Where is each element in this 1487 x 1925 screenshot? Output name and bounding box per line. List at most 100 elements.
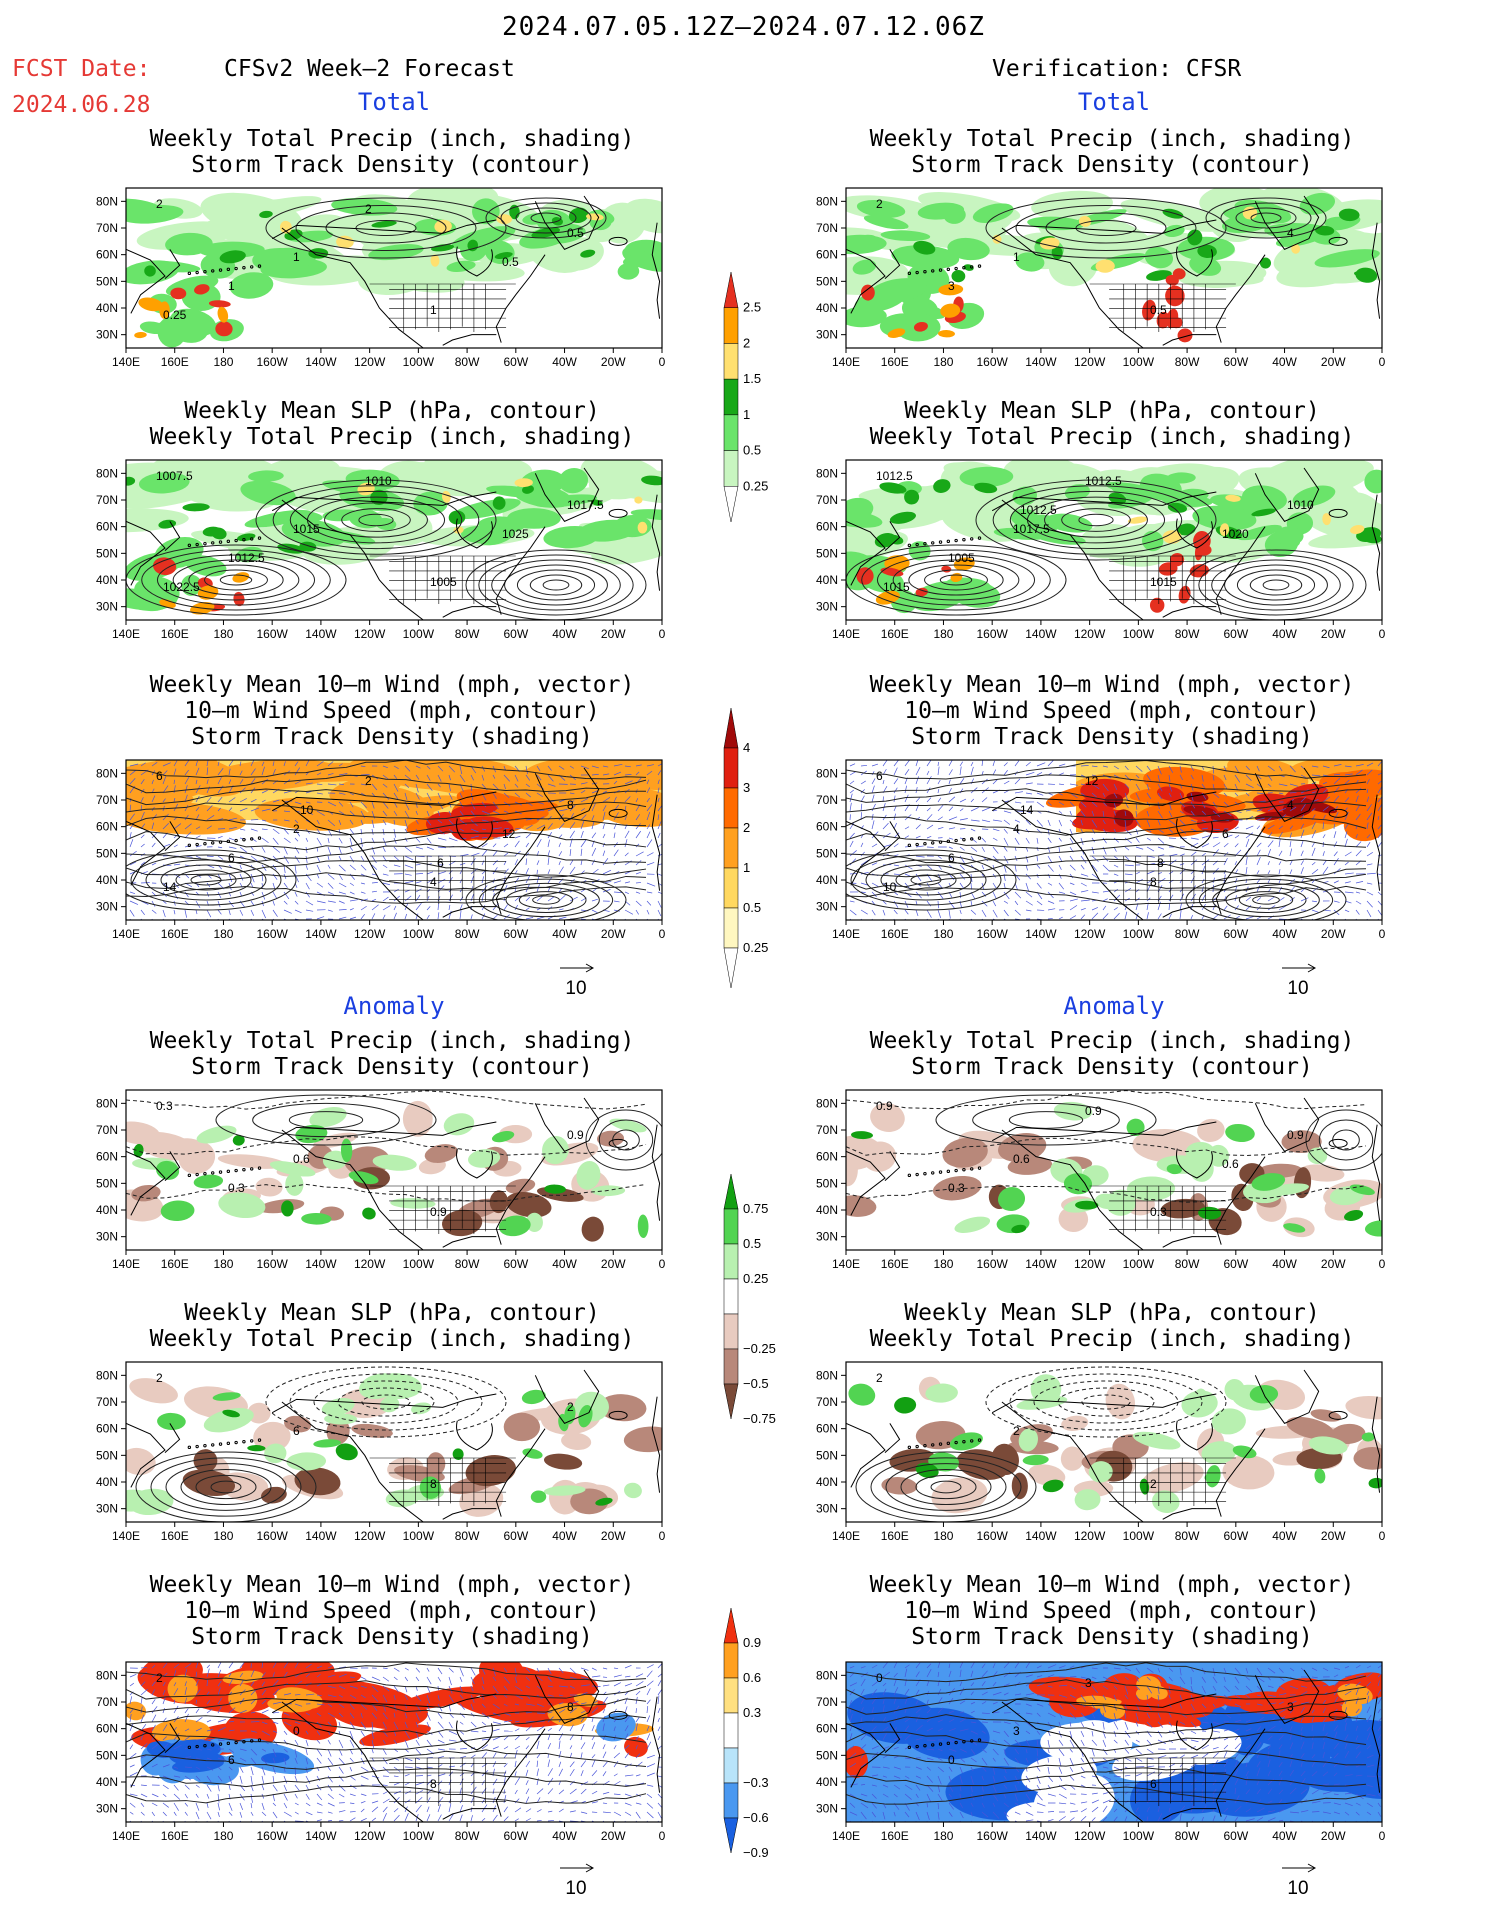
lon-tick-label: 140W — [1025, 355, 1057, 369]
lon-tick-label: 60W — [1223, 927, 1248, 941]
contour-label: 1012.5 — [228, 551, 265, 565]
contour-label: 1 — [228, 279, 235, 293]
lon-tick-label: 140W — [305, 1829, 337, 1843]
map-panel-panom-forecast: 0.3 0.6 0.9 0.9 0.3 80N 70N 60N 50N 40N 30N 140E 160… — [96, 1089, 666, 1271]
contour-label: 1010 — [365, 474, 392, 488]
lon-tick-label: 0 — [1379, 627, 1386, 641]
contour-label: 1015 — [1150, 575, 1177, 589]
lon-tick-label: 20W — [601, 927, 626, 941]
lon-tick-label: 180 — [213, 1529, 233, 1543]
lat-tick-label: 70N — [96, 1695, 118, 1709]
contour-label: 2 — [293, 822, 300, 836]
lon-tick-label: 160W — [257, 355, 289, 369]
panel-title-4-right-line2: Weekly Total Precip (inch, shading) — [869, 1326, 1355, 1352]
contour-label: 2 — [156, 1671, 163, 1685]
lon-tick-label: 60W — [1223, 627, 1248, 641]
lat-tick-label: 40N — [816, 301, 838, 315]
contour-label: 0 — [876, 1671, 883, 1685]
lat-tick-label: 60N — [816, 1150, 838, 1164]
lon-tick-label: 160E — [881, 1829, 909, 1843]
lat-tick-label: 50N — [96, 1748, 118, 1762]
contour-label: 0.5 — [1150, 303, 1167, 317]
contour-label: 6 — [948, 851, 955, 865]
vector-reference-label: 10 — [565, 1878, 586, 1899]
contour-label: 0 — [293, 1724, 300, 1738]
colorbar-label: 1.5 — [743, 371, 761, 386]
contour-label: 1015 — [883, 580, 910, 594]
panel-title-5-left-line2: 10—m Wind Speed (mph, contour) — [184, 1598, 600, 1624]
lat-tick-label: 50N — [816, 1176, 838, 1190]
contour-label: 2 — [567, 1400, 574, 1414]
lat-tick-label: 50N — [816, 846, 838, 860]
colorbar-storm-anomaly: 0.9 0.6 0.3 −0.3 −0.6 −0.9 — [723, 1607, 769, 1860]
lat-tick-label: 50N — [96, 274, 118, 288]
lon-tick-label: 140E — [832, 1257, 860, 1271]
lat-tick-label: 60N — [96, 1422, 118, 1436]
lon-tick-label: 100W — [403, 1529, 435, 1543]
lon-tick-label: 100W — [1123, 627, 1155, 641]
colorbar-label: 0.25 — [743, 1271, 768, 1286]
lat-tick-label: 70N — [96, 493, 118, 507]
lon-tick-label: 140W — [305, 1529, 337, 1543]
lon-tick-label: 80W — [455, 1529, 480, 1543]
lon-tick-label: 160W — [257, 1829, 289, 1843]
lon-tick-label: 0 — [659, 355, 666, 369]
panel-title-1-right-line1: Weekly Mean SLP (hPa, contour) — [904, 398, 1320, 424]
colorbar-segment — [723, 947, 739, 989]
contour-label: 0.6 — [1222, 1157, 1239, 1171]
contour-label: 6 — [156, 769, 163, 783]
lon-tick-label: 0 — [659, 627, 666, 641]
lon-tick-label: 140E — [112, 1529, 140, 1543]
lon-tick-label: 160W — [257, 627, 289, 641]
colorbar-storm-total: 4 3 2 1 0.5 0.25 — [723, 707, 768, 989]
map-panel-wind-verification: 6 4 8 4 6 12 6 10 14 8 80N 70N 60N 50N 40N 30N 140E 160E 1… — [816, 759, 1386, 941]
panel-title-2-left-line2: 10—m Wind Speed (mph, contour) — [184, 698, 600, 724]
colorbar-segment — [723, 1173, 739, 1210]
contour-label: 14 — [1020, 803, 1034, 817]
contour-label: 14 — [163, 880, 177, 894]
contour-label: 1007.5 — [156, 469, 193, 483]
colorbar-label: 2 — [743, 820, 750, 835]
colorbar-segment — [723, 787, 739, 829]
lon-tick-label: 140E — [832, 927, 860, 941]
panel-title-4-left-line2: Weekly Total Precip (inch, shading) — [149, 1326, 635, 1352]
lon-tick-label: 180 — [933, 1257, 953, 1271]
lon-tick-label: 0 — [659, 1257, 666, 1271]
verification-column-title: Verification: CFSR — [992, 56, 1242, 82]
lat-tick-label: 80N — [816, 1368, 838, 1382]
lon-tick-label: 120W — [354, 1257, 386, 1271]
panel-title-2-right-line2: 10—m Wind Speed (mph, contour) — [904, 698, 1320, 724]
colorbar-label: 0.3 — [743, 1705, 761, 1720]
lon-tick-label: 40W — [552, 627, 577, 641]
lon-tick-label: 60W — [503, 627, 528, 641]
lat-tick-label: 30N — [816, 328, 838, 342]
lon-tick-label: 160W — [977, 355, 1009, 369]
lon-tick-label: 80W — [455, 355, 480, 369]
lon-tick-label: 160W — [977, 627, 1009, 641]
lat-tick-label: 70N — [816, 1695, 838, 1709]
total-heading-left: Total — [357, 88, 431, 116]
colorbar-segment — [723, 307, 739, 344]
lat-tick-label: 30N — [816, 1502, 838, 1516]
lon-tick-label: 40W — [552, 927, 577, 941]
colorbar-label: 2.5 — [743, 300, 761, 315]
lon-tick-label: 140W — [305, 627, 337, 641]
lon-tick-label: 0 — [1379, 1529, 1386, 1543]
lat-tick-label: 80N — [96, 466, 118, 480]
colorbar-segment — [723, 450, 739, 487]
colorbar-segment — [723, 1782, 739, 1819]
lon-tick-label: 60W — [503, 1257, 528, 1271]
lat-tick-label: 50N — [96, 1176, 118, 1190]
map-panel-wind-forecast: 6 2 4 8 6 2 12 14 10 6 80N 70N 60N 50N 40N 30N 140E 160E 1… — [96, 759, 666, 941]
lon-tick-label: 140W — [1025, 1829, 1057, 1843]
contour-label: 0.9 — [430, 1205, 447, 1219]
contour-label: 1012.5 — [876, 469, 913, 483]
lat-tick-label: 60N — [816, 520, 838, 534]
lon-tick-label: 160E — [161, 355, 189, 369]
lon-tick-label: 80W — [1175, 355, 1200, 369]
lon-tick-label: 120W — [354, 627, 386, 641]
lon-tick-label: 160E — [161, 927, 189, 941]
colorbar-precip-total: 2.5 2 1.5 1 0.5 0.25 — [723, 271, 768, 523]
colorbar-label: 0.5 — [743, 900, 761, 915]
colorbar-segment — [723, 1278, 739, 1315]
